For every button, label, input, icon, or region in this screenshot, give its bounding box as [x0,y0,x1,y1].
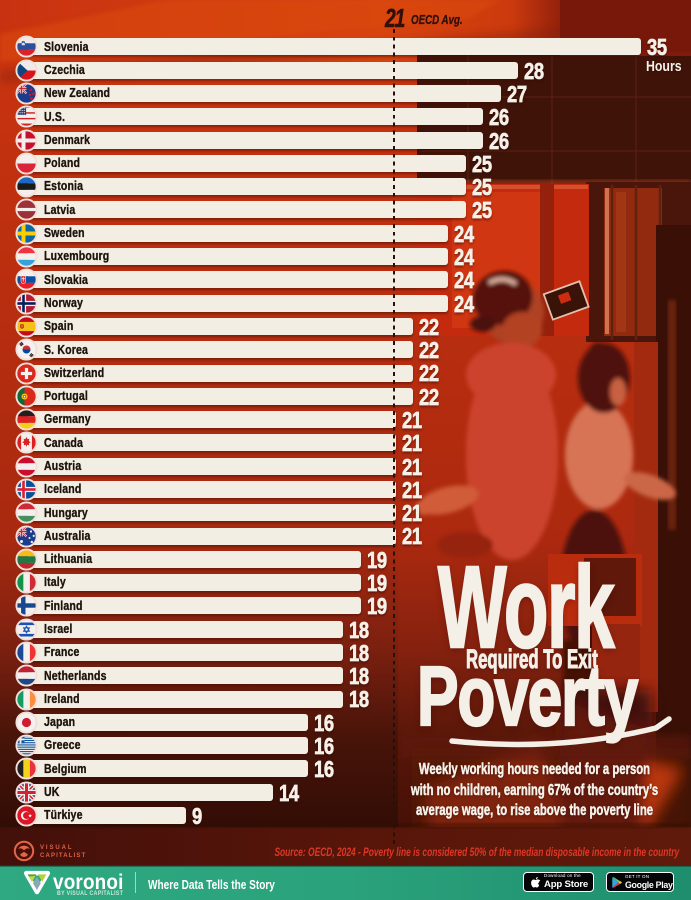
svg-text:VISUAL: VISUAL [40,845,73,851]
svg-text:CAPITALIST: CAPITALIST [40,853,86,859]
